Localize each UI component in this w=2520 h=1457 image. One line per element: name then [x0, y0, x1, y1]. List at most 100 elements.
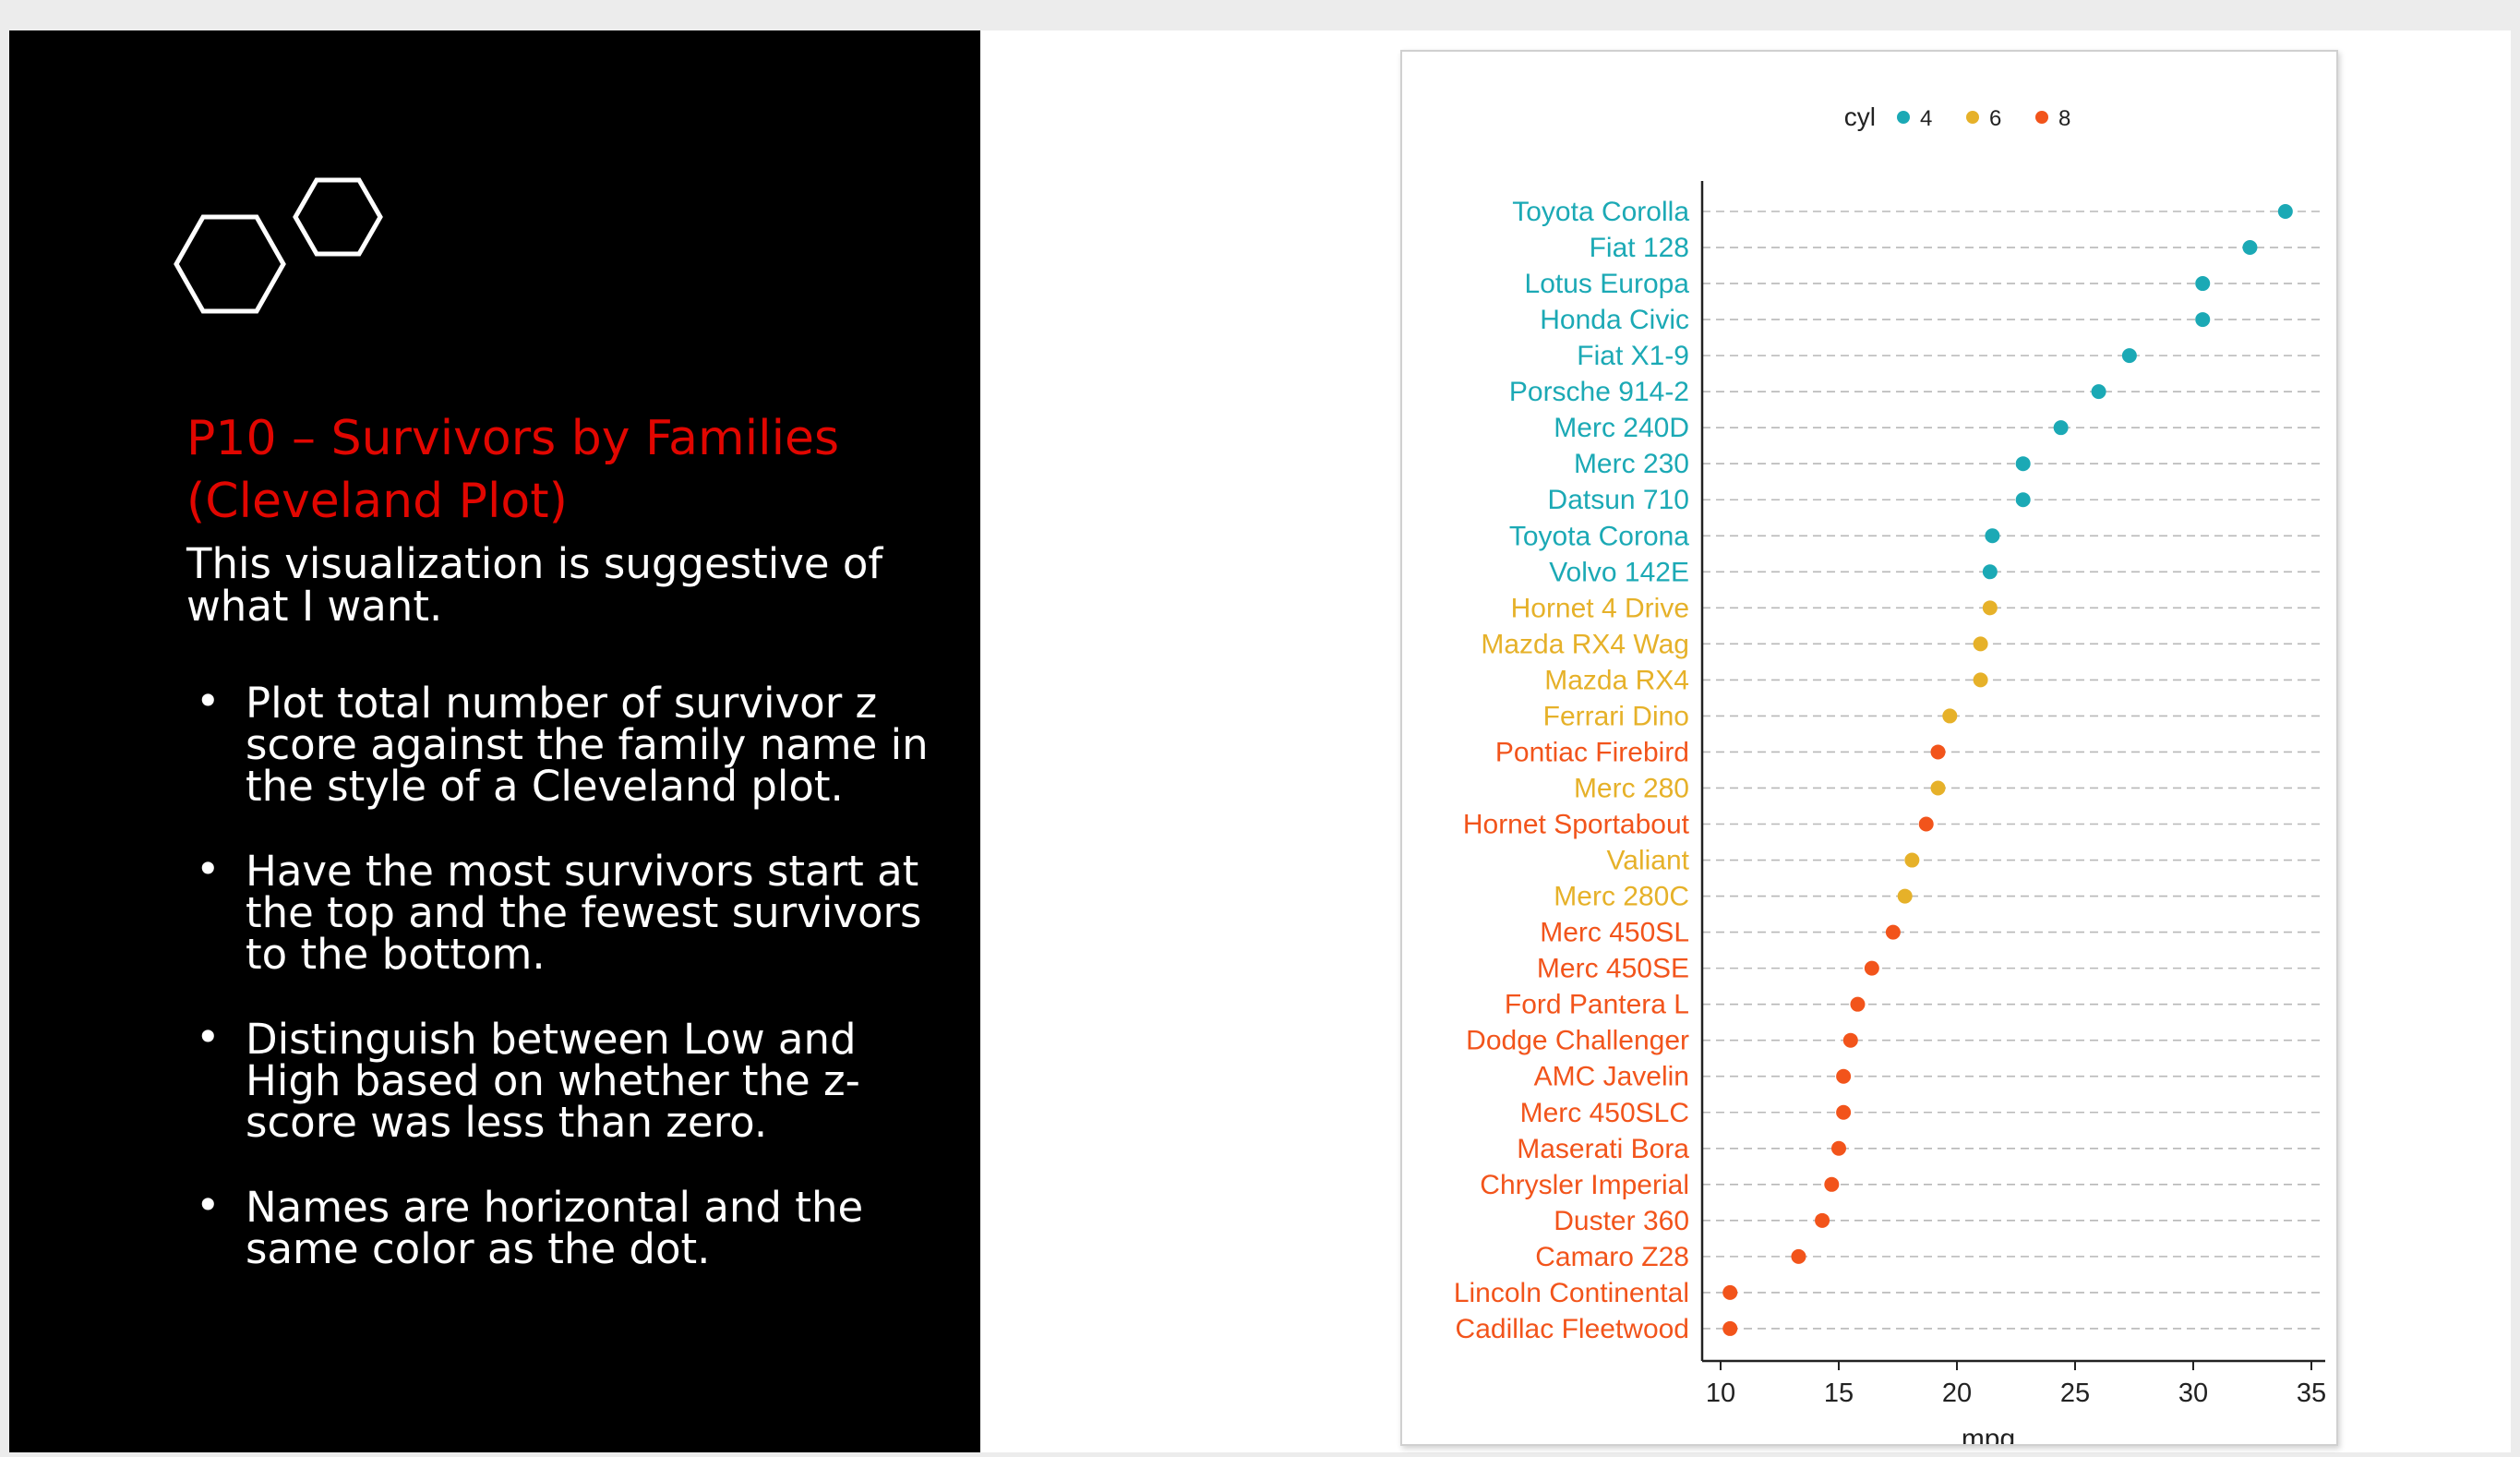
data-point	[2015, 492, 2031, 508]
data-point	[1897, 888, 1913, 904]
data-point	[1930, 744, 1946, 760]
bullet-text: Distinguish between Low and High based o…	[246, 1015, 860, 1147]
slide-title: P10 – Survivors by Families (Cleveland P…	[186, 411, 840, 529]
category-label: Toyota Corona	[1509, 521, 1689, 551]
data-point	[1930, 780, 1946, 796]
category-label: Cadillac Fleetwood	[1456, 1314, 1689, 1344]
bullet-text: Names are horizontal and the same color …	[246, 1183, 864, 1273]
category-label: Merc 450SLC	[1520, 1098, 1689, 1128]
bullet-glyph: •	[196, 1181, 221, 1230]
bullet-text: Have the most survivors start at the top…	[246, 847, 922, 979]
category-label: Ford Pantera L	[1505, 990, 1689, 1020]
data-point	[2091, 384, 2106, 400]
category-label: AMC Javelin	[1534, 1062, 1689, 1092]
data-point	[1973, 672, 1988, 688]
legend-label: 6	[1989, 106, 2001, 131]
category-label: Hornet 4 Drive	[1511, 593, 1689, 623]
gridlines	[1702, 211, 2325, 1330]
intro-text: This visualization is suggestive of what…	[186, 539, 883, 631]
bullet-glyph: •	[196, 1013, 221, 1062]
data-point	[2015, 456, 2031, 472]
list-item: • Have the most survivors start at the to…	[186, 845, 943, 975]
data-point	[1918, 816, 1934, 832]
category-label: Merc 450SL	[1540, 918, 1689, 948]
data-point	[1824, 1176, 1840, 1192]
data-point	[1982, 564, 1998, 580]
category-label: Fiat 128	[1590, 233, 1689, 263]
data-point	[1864, 960, 1879, 976]
category-label: Merc 450SE	[1537, 954, 1689, 984]
bullet-glyph: •	[196, 677, 221, 726]
data-point	[1842, 1032, 1858, 1048]
x-tick-label: 10	[1706, 1379, 1735, 1408]
data-point	[1985, 528, 2000, 544]
data-point	[1904, 852, 1920, 868]
data-point	[1885, 924, 1901, 940]
list-item: • Distinguish between Low and High based …	[186, 1013, 943, 1143]
x-tick-label: 25	[2060, 1379, 2090, 1408]
data-point	[1836, 1068, 1852, 1084]
x-axis-label: mpg	[1962, 1424, 2015, 1444]
category-label: Merc 230	[1574, 449, 1689, 479]
data-point	[1791, 1248, 1806, 1264]
category-label: Chrysler Imperial	[1480, 1170, 1689, 1200]
data-point	[1722, 1320, 1738, 1336]
list-item: • Plot total number of survivor z score a…	[186, 677, 943, 807]
data-point	[2242, 240, 2258, 256]
legend-label: 4	[1920, 106, 1932, 131]
x-tick-label: 35	[2297, 1379, 2326, 1408]
category-label: Porsche 914-2	[1509, 377, 1689, 407]
data-point	[1722, 1284, 1738, 1300]
data-point	[1836, 1104, 1852, 1120]
data-point	[1815, 1212, 1830, 1228]
category-label: Camaro Z28	[1535, 1242, 1689, 1272]
category-label: Honda Civic	[1540, 305, 1689, 335]
data-point	[1982, 600, 1998, 616]
category-label: Maserati Bora	[1517, 1134, 1689, 1164]
category-label: Ferrari Dino	[1543, 701, 1689, 731]
data-point	[1850, 996, 1866, 1012]
data-point	[2277, 204, 2293, 219]
category-label: Volvo 142E	[1549, 557, 1689, 587]
data-points	[1722, 204, 2293, 1336]
x-tick-label: 30	[2178, 1379, 2208, 1408]
hexagons-icon	[174, 177, 383, 314]
cleveland-dot-chart: cyl 4 6 8 Toyota Corolla Fiat 128 Lotus Europ…	[1454, 102, 2326, 1444]
category-label: Merc 240D	[1554, 413, 1689, 443]
list-item: • Names are horizontal and the same color…	[186, 1181, 943, 1273]
data-point	[2195, 276, 2211, 292]
legend-title: cyl	[1844, 102, 1876, 131]
category-label: Merc 280	[1574, 773, 1689, 803]
axes: 10 15 20 25 30 35 mpg	[1700, 181, 2326, 1444]
category-label: Mazda RX4	[1544, 665, 1689, 695]
legend-swatch	[1966, 111, 1979, 124]
bullet-text: Plot total number of survivor z score ag…	[246, 679, 929, 811]
data-point	[1942, 708, 1958, 724]
bullet-glyph: •	[196, 845, 221, 894]
category-label: Lotus Europa	[1525, 269, 1690, 299]
chart-card: cyl 4 6 8 Toyota Corolla Fiat 128 Lotus Europ…	[1400, 50, 2338, 1446]
data-point	[2195, 312, 2211, 328]
category-label: Valiant	[1606, 846, 1689, 876]
legend-swatch	[1897, 111, 1910, 124]
category-label: Fiat X1-9	[1577, 341, 1689, 371]
legend-label: 8	[2058, 106, 2070, 131]
x-tick-label: 15	[1824, 1379, 1854, 1408]
category-label: Dodge Challenger	[1466, 1026, 1689, 1056]
data-point	[2121, 348, 2137, 364]
category-label: Mazda RX4 Wag	[1481, 629, 1689, 659]
category-label: Datsun 710	[1548, 485, 1689, 515]
bullet-list: • Plot total number of survivor z score a…	[186, 677, 943, 1313]
legend-swatch	[2035, 111, 2048, 124]
category-label: Duster 360	[1554, 1206, 1689, 1236]
category-labels: Toyota Corolla Fiat 128 Lotus Europa Honda …	[1454, 197, 1690, 1344]
category-label: Lincoln Continental	[1454, 1278, 1689, 1308]
slide: P10 – Survivors by Families (Cleveland P…	[9, 30, 2511, 1452]
data-point	[1973, 636, 1988, 652]
category-label: Pontiac Firebird	[1495, 737, 1689, 767]
data-point	[2053, 420, 2069, 436]
category-label: Merc 280C	[1554, 882, 1689, 912]
left-panel: P10 – Survivors by Families (Cleveland P…	[9, 30, 980, 1452]
chart-legend: cyl 4 6 8	[1844, 102, 2071, 131]
category-label: Toyota Corolla	[1512, 197, 1689, 227]
